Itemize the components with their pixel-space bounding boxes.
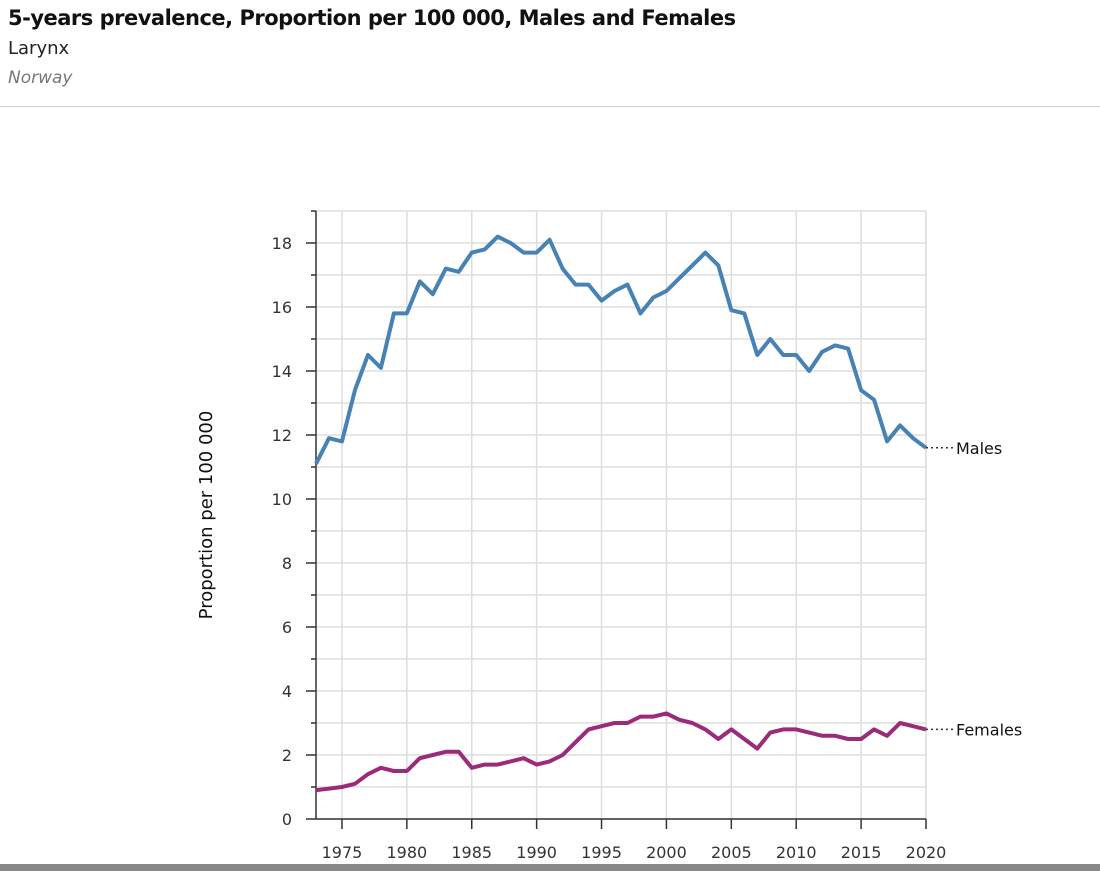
- chart-title: 5-years prevalence, Proportion per 100 0…: [8, 6, 736, 30]
- x-tick-label: 1975: [322, 843, 363, 862]
- x-tick-label: 2015: [841, 843, 882, 862]
- y-tick-label: 0: [282, 810, 292, 829]
- bottom-scrollbar[interactable]: [0, 864, 1100, 871]
- chart-subtitle: Larynx: [8, 38, 70, 59]
- grid: [316, 210, 927, 820]
- axes: 1975 1980 1985 1990 1995 2000 2005 2010 2015 2020…: [272, 210, 947, 862]
- y-tick-label: 10: [272, 490, 292, 509]
- series-line-males: [314, 234, 928, 465]
- series-label-females: Females: [956, 720, 1022, 739]
- series-label-males: Males: [956, 439, 1002, 458]
- x-tick-label: 2005: [711, 843, 752, 862]
- y-tick-label: 12: [272, 426, 292, 445]
- y-tick-label: 18: [272, 234, 292, 253]
- x-tick-label: 2000: [646, 843, 687, 862]
- y-tick-label: 8: [282, 554, 292, 573]
- series-lines: Males Females: [314, 234, 1022, 793]
- x-tick-label: 2020: [906, 843, 947, 862]
- y-axis-label: Proportion per 100 000: [196, 411, 217, 620]
- y-tick-label: 2: [282, 746, 292, 765]
- x-tick-label: 1980: [386, 843, 427, 862]
- y-tick-label: 14: [272, 362, 292, 381]
- header-divider: [0, 106, 1100, 107]
- y-tick-label: 16: [272, 298, 292, 317]
- x-tick-label: 1995: [581, 843, 622, 862]
- x-tick-label: 2010: [776, 843, 817, 862]
- y-tick-label: 6: [282, 618, 292, 637]
- country-label: Norway: [8, 68, 73, 88]
- y-tick-label: 4: [282, 682, 292, 701]
- x-tick-label: 1985: [451, 843, 492, 862]
- x-tick-label: 1990: [516, 843, 557, 862]
- series-line-females: [315, 711, 927, 793]
